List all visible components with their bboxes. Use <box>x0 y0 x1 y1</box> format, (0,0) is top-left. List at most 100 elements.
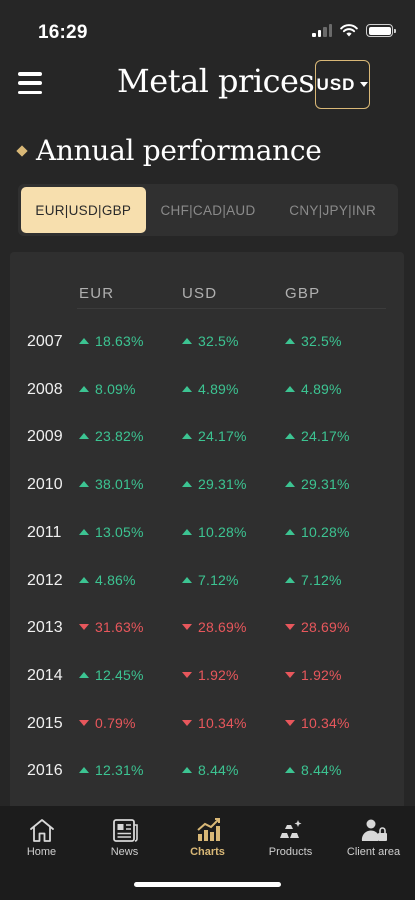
cell-value: 8.44% <box>198 762 239 779</box>
nav-client-area-label: Client area <box>346 846 401 858</box>
cell-eur: 12.45% <box>79 667 144 683</box>
row-year: 2016 <box>27 762 63 780</box>
tab-cny-jpy-inr[interactable]: CNY|JPY|INR <box>289 202 377 218</box>
tab-eur-usd-gbp[interactable]: EUR|USD|GBP <box>21 187 146 233</box>
cell-value: 1.92% <box>301 666 342 683</box>
cell-gbp: 29.31% <box>285 476 350 492</box>
nav-news[interactable]: News <box>83 806 166 866</box>
cell-value: 1.92% <box>198 666 239 683</box>
nav-home[interactable]: Home <box>0 806 83 866</box>
cell-value: 24.17% <box>198 428 247 445</box>
charts-icon <box>196 818 220 841</box>
table-row: 2013 31.63% 28.69% 28.69% <box>10 613 404 643</box>
chevron-down-icon <box>360 82 369 87</box>
cell-gbp: 4.89% <box>285 381 342 397</box>
cell-usd: 4.89% <box>182 381 239 397</box>
arrow-up-icon <box>182 385 192 392</box>
header: Metal prices USD <box>0 60 415 110</box>
cell-value: 38.01% <box>95 476 144 493</box>
cell-value: 10.34% <box>198 714 247 731</box>
arrow-up-icon <box>182 338 192 344</box>
arrow-down-icon <box>79 624 89 631</box>
arrow-up-icon <box>285 481 295 488</box>
cell-gbp: 10.28% <box>285 524 350 540</box>
news-icon <box>112 819 138 842</box>
client-area-icon <box>361 819 387 841</box>
table-row: 2011 13.05% 10.28% 10.28% <box>10 518 404 548</box>
cell-usd: 10.28% <box>182 524 247 540</box>
nav-charts-label: Charts <box>190 846 225 858</box>
nav-products-label: Products <box>268 846 313 858</box>
arrow-up-icon <box>182 767 192 774</box>
nav-charts[interactable]: Charts <box>166 806 249 866</box>
section-title: Annual performance <box>36 133 322 167</box>
currency-group-tabs: EUR|USD|GBP CHF|CAD|AUD CNY|JPY|INR <box>18 184 398 236</box>
cell-gbp: 1.92% <box>285 667 342 683</box>
cell-value: 4.89% <box>198 380 239 397</box>
arrow-up-icon <box>182 433 192 440</box>
table-row: 2010 38.01% 29.31% 29.31% <box>10 470 404 500</box>
table-row: 2012 4.86% 7.12% 7.12% <box>10 566 404 596</box>
arrow-up-icon <box>285 385 295 392</box>
nav-home-label: Home <box>26 846 57 858</box>
cell-value: 4.86% <box>95 571 136 588</box>
table-row: 2008 8.09% 4.89% 4.89% <box>10 375 404 405</box>
row-year: 2013 <box>27 619 63 637</box>
cell-value: 4.89% <box>301 380 342 397</box>
section-heading: Annual performance <box>16 130 322 170</box>
table-row: 2014 12.45% 1.92% 1.92% <box>10 661 404 691</box>
cell-usd: 1.92% <box>182 667 239 683</box>
arrow-down-icon <box>182 624 192 631</box>
home-icon <box>29 819 54 842</box>
cell-gbp: 7.12% <box>285 572 342 588</box>
status-time: 16:29 <box>38 22 88 43</box>
cell-value: 31.63% <box>95 619 144 636</box>
cell-usd: 7.12% <box>182 572 239 588</box>
arrow-up-icon <box>285 767 295 774</box>
cell-value: 28.69% <box>301 619 350 636</box>
cell-value: 10.34% <box>301 714 350 731</box>
column-header-usd: USD <box>182 285 218 302</box>
cell-eur: 4.86% <box>79 572 136 588</box>
column-header-gbp: GBP <box>285 285 321 302</box>
row-year: 2010 <box>27 476 63 494</box>
cell-value: 8.44% <box>301 762 342 779</box>
cell-eur: 31.63% <box>79 619 144 635</box>
home-indicator[interactable] <box>134 882 281 887</box>
tab-chf-cad-aud[interactable]: CHF|CAD|AUD <box>160 202 256 218</box>
arrow-up-icon <box>182 576 192 583</box>
cell-gbp: 24.17% <box>285 428 350 444</box>
bottom-navigation: Home News Charts Products <box>0 806 415 866</box>
cellular-signal-icon <box>312 24 332 37</box>
cell-eur: 0.79% <box>79 715 136 731</box>
cell-value: 32.5% <box>198 333 239 349</box>
arrow-down-icon <box>182 719 192 726</box>
status-icons <box>312 24 396 37</box>
menu-icon[interactable] <box>18 72 42 94</box>
cell-value: 24.17% <box>301 428 350 445</box>
cell-value: 10.28% <box>301 523 350 540</box>
table-row: 2016 12.31% 8.44% 8.44% <box>10 756 404 786</box>
arrow-up-icon <box>79 671 89 678</box>
currency-value: USD <box>316 74 356 94</box>
nav-client-area[interactable]: Client area <box>332 806 415 866</box>
arrow-up-icon <box>79 767 89 774</box>
row-year: 2014 <box>27 666 63 684</box>
row-year: 2008 <box>27 380 63 398</box>
header-divider <box>77 308 386 309</box>
cell-value: 23.82% <box>95 428 144 445</box>
table-row: 2007 18.63% 32.5% 32.5% <box>10 327 404 357</box>
cell-gbp: 10.34% <box>285 715 350 731</box>
cell-value: 18.63% <box>95 333 144 349</box>
cell-value: 32.5% <box>301 333 342 349</box>
arrow-up-icon <box>79 433 89 440</box>
currency-dropdown[interactable]: USD <box>315 60 370 109</box>
arrow-down-icon <box>285 624 295 631</box>
cell-usd: 32.5% <box>182 333 239 349</box>
cell-eur: 18.63% <box>79 333 144 349</box>
cell-eur: 12.31% <box>79 762 144 778</box>
arrow-down-icon <box>79 719 89 726</box>
diamond-bullet-icon <box>16 145 28 157</box>
nav-products[interactable]: Products <box>249 806 332 866</box>
cell-usd: 28.69% <box>182 619 247 635</box>
